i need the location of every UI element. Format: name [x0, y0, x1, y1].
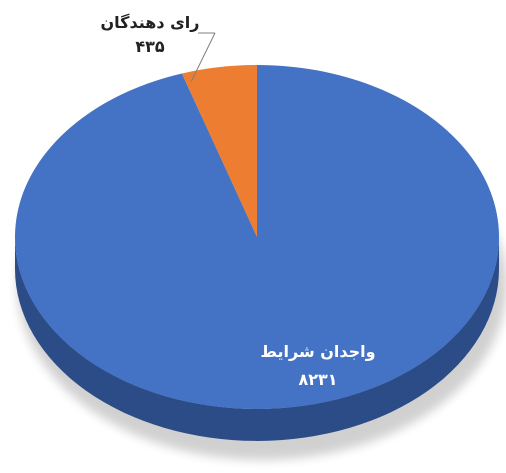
slice-label-eligible: واجدان شرایط: [260, 342, 375, 361]
slice-value-eligible: ۸۲۳۱: [298, 370, 337, 389]
pie-top-faces: [15, 65, 499, 409]
pie-side-walls: [15, 237, 499, 441]
slice-eligible-side: [15, 237, 499, 441]
slice-label-voters: رای دهندگان: [101, 13, 200, 32]
slice-voters: [181, 65, 257, 237]
slice-value-voters: ۴۳۵: [135, 37, 165, 56]
leader-line: [190, 32, 216, 83]
